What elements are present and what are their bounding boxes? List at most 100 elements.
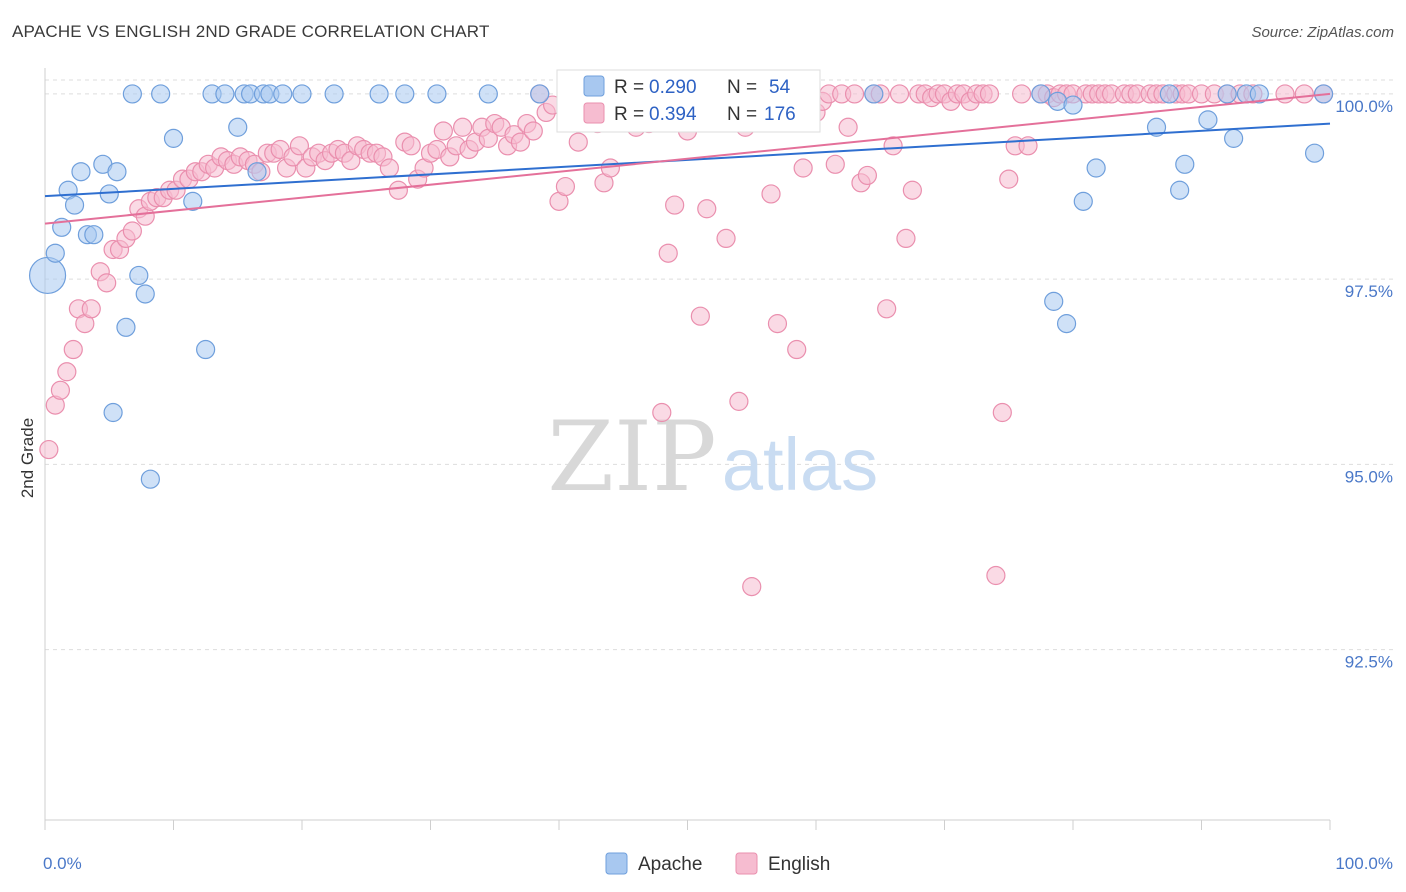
apache-point	[1073, 191, 1093, 211]
english-point	[992, 402, 1012, 423]
english-point	[844, 84, 865, 104]
english-point	[767, 314, 788, 334]
english-point	[889, 84, 910, 104]
x-tick-label-max: 100.0%	[1335, 854, 1393, 873]
apache-point	[103, 402, 123, 423]
english-point	[857, 165, 878, 186]
apache-point	[1304, 143, 1325, 163]
apache-point	[864, 84, 884, 104]
english-point	[39, 439, 59, 460]
x-tick-label-min: 0.0%	[43, 854, 82, 873]
apache-point	[395, 84, 415, 104]
english-trendline	[44, 92, 1331, 225]
apache-point	[71, 162, 91, 182]
apache-point	[163, 128, 184, 148]
english-point	[838, 117, 858, 137]
english-point	[289, 136, 310, 156]
apache-point	[530, 84, 550, 104]
english-point	[761, 184, 781, 204]
english-point	[742, 577, 762, 597]
correlation-legend: R = 0.290 N = 54 R = 0.394 N = 176	[556, 69, 821, 133]
watermark: ZIP atlas	[547, 401, 878, 513]
apache-point	[1175, 154, 1195, 174]
english-point	[896, 228, 916, 249]
apache-point	[140, 469, 160, 489]
series-legend-english-label: English	[768, 854, 830, 875]
english-point	[787, 339, 807, 360]
apache-point	[135, 284, 155, 304]
legend-english-r-label: R =	[614, 104, 644, 125]
y-tick-label: 100.0%	[1335, 97, 1393, 116]
watermark-atlas: atlas	[722, 423, 878, 506]
english-point	[433, 121, 453, 141]
series-legend: Apache English	[605, 852, 830, 875]
apache-point	[1170, 180, 1190, 200]
english-point	[793, 158, 813, 178]
english-point	[986, 565, 1006, 586]
english-point	[665, 195, 685, 215]
apache-point	[122, 84, 142, 104]
apache-point	[45, 243, 65, 263]
apache-point	[247, 162, 267, 182]
y-tick-labels: 92.5% 95.0% 97.5% 100.0%	[1335, 97, 1393, 672]
source-credit: Source: ZipAtlas.com	[1251, 24, 1394, 41]
apache-trendline	[44, 122, 1331, 198]
apache-point	[1086, 158, 1106, 178]
apache-point	[196, 339, 216, 360]
apache-point	[183, 191, 203, 211]
apache-point	[99, 184, 119, 204]
english-point	[1294, 84, 1314, 104]
english-point	[1275, 84, 1295, 104]
english-points	[39, 84, 1334, 597]
apache-point	[107, 162, 127, 182]
apache-point	[64, 195, 85, 215]
series-legend-english-swatch	[735, 852, 758, 875]
english-point	[979, 84, 1000, 104]
english-point	[401, 136, 421, 156]
legend-english-r-value: 0.394	[649, 104, 697, 125]
apache-point	[1217, 84, 1237, 104]
apache-point	[478, 84, 498, 104]
y-axis-label: 2nd Grade	[18, 418, 37, 498]
y-tick-label: 92.5%	[1345, 653, 1393, 672]
apache-point	[1198, 110, 1218, 130]
apache-point	[1249, 84, 1269, 104]
series-legend-apache-label: Apache	[638, 854, 702, 875]
series-legend-apache-swatch	[605, 852, 628, 875]
english-point	[652, 402, 672, 423]
apache-point	[28, 256, 67, 295]
legend-apache-n-label: N =	[727, 77, 757, 98]
english-point	[877, 299, 897, 319]
english-point	[825, 154, 845, 174]
english-point	[63, 339, 83, 360]
legend-apache-r-value: 0.290	[649, 77, 697, 98]
english-point	[81, 299, 101, 319]
english-point	[453, 117, 473, 137]
apache-point	[273, 84, 293, 104]
apache-point	[1224, 128, 1244, 148]
apache-point	[151, 84, 171, 104]
english-point	[999, 169, 1019, 189]
apache-point	[369, 84, 389, 104]
watermark-zip: ZIP	[547, 401, 716, 513]
apache-point	[292, 84, 312, 104]
english-point	[690, 306, 710, 326]
apache-point	[427, 84, 447, 104]
legend-apache-swatch	[583, 75, 605, 97]
english-point	[379, 158, 399, 178]
english-point	[902, 180, 922, 200]
legend-apache-r-label: R =	[614, 77, 644, 98]
apache-point	[1146, 117, 1167, 137]
english-point	[658, 243, 678, 263]
english-point	[1011, 84, 1032, 104]
english-point	[716, 228, 736, 249]
english-point	[388, 180, 408, 200]
apache-point	[228, 117, 248, 137]
apache-point	[84, 225, 104, 245]
english-point	[729, 391, 749, 411]
english-point	[883, 136, 903, 156]
apache-point	[1159, 84, 1179, 104]
apache-point	[129, 265, 149, 286]
y-tick-label: 97.5%	[1345, 282, 1393, 301]
